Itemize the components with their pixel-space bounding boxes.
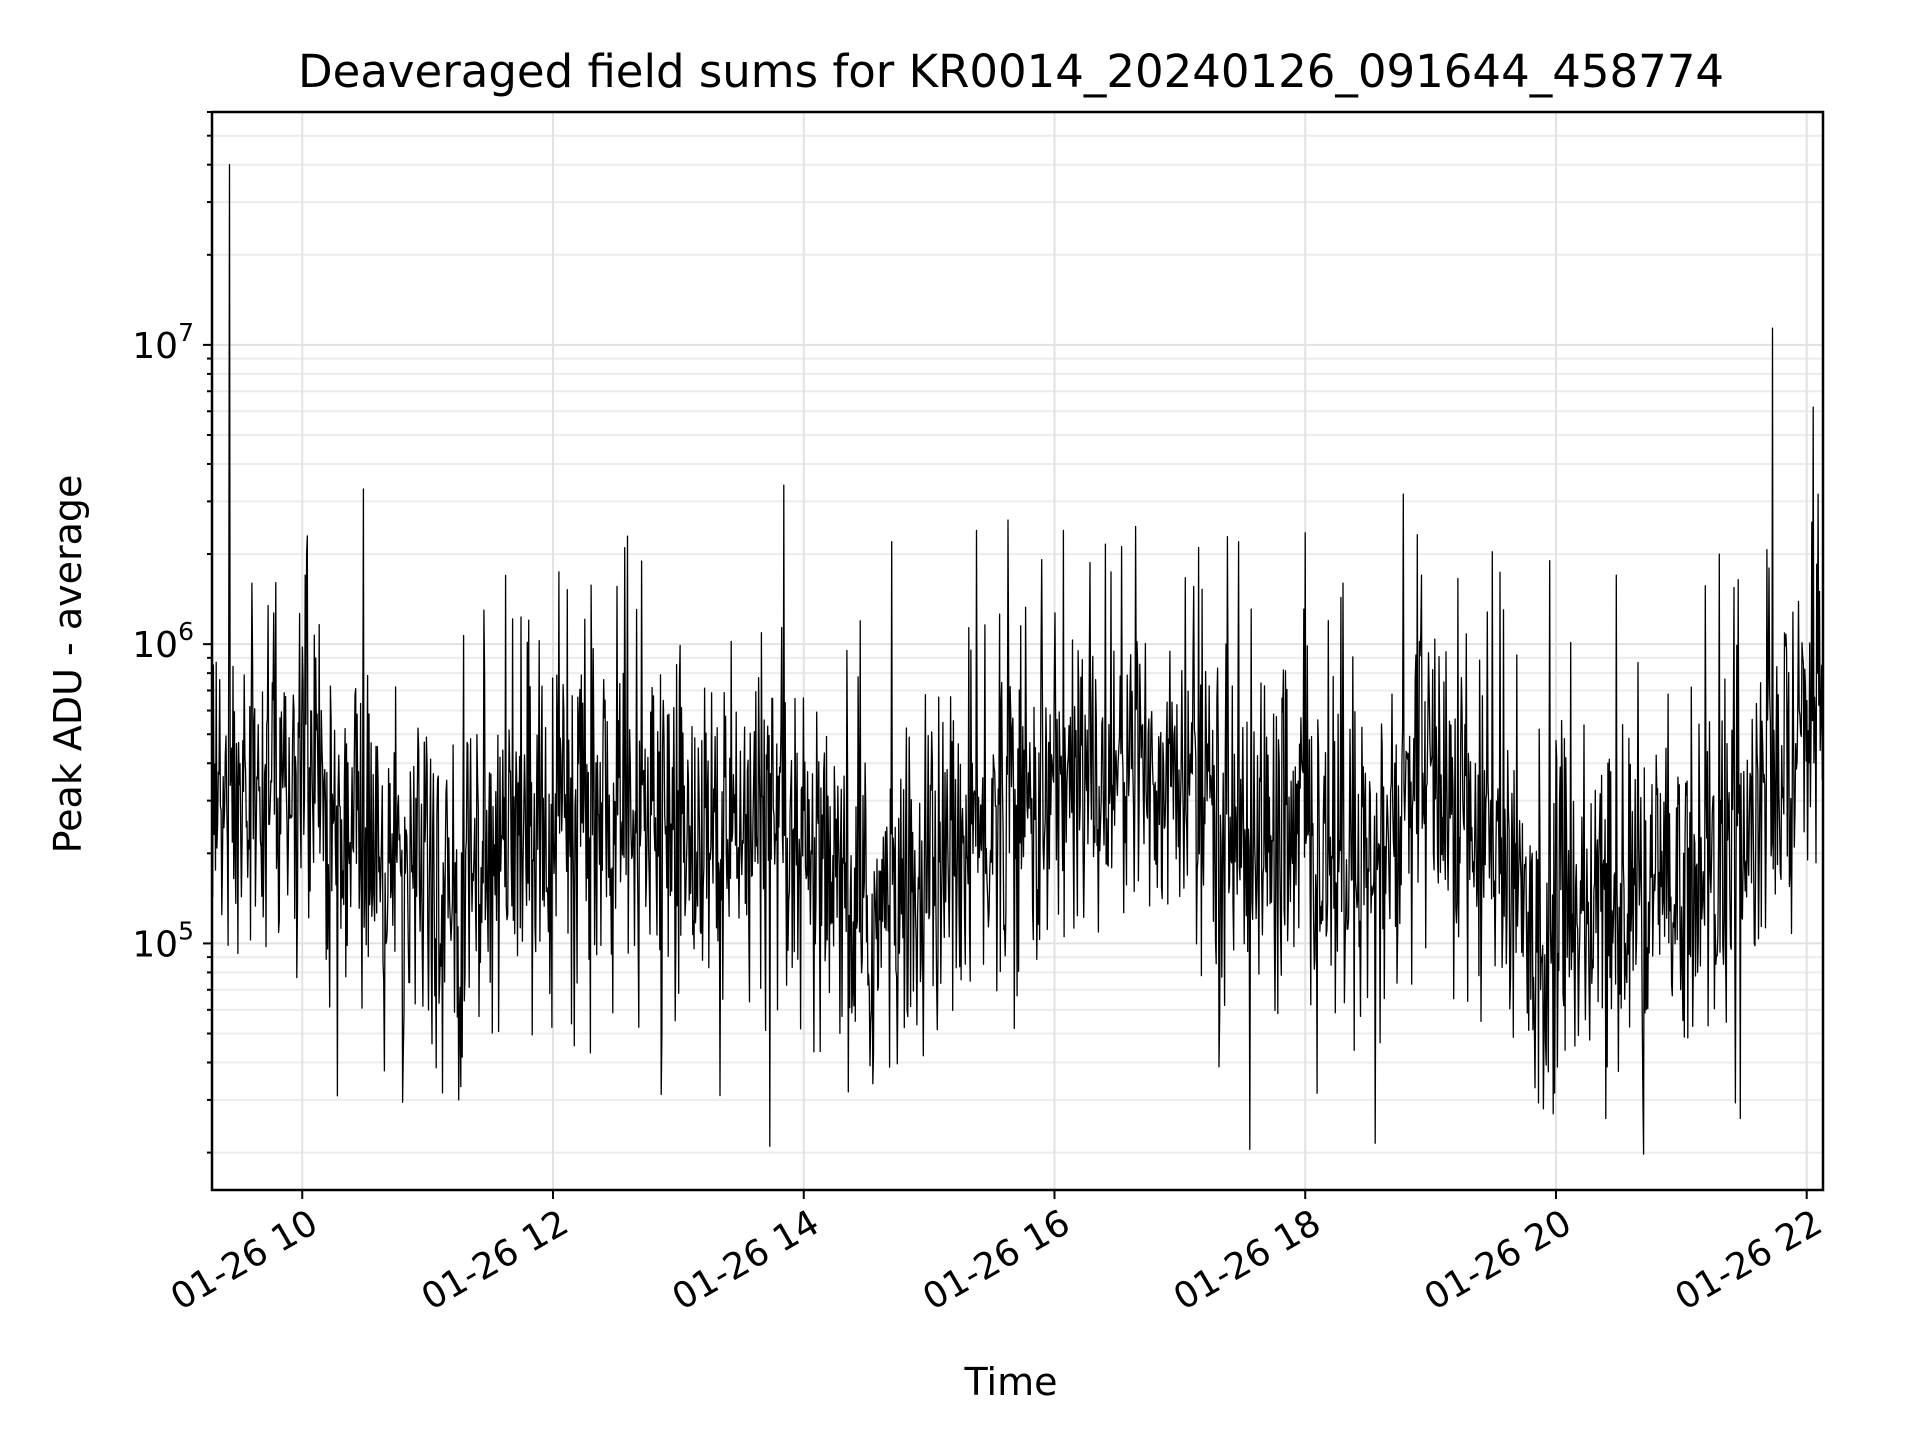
grid-lines — [212, 111, 1823, 1190]
series-line — [211, 164, 1824, 1155]
y-tick-label: 105 — [132, 916, 194, 965]
chart-title: Deaveraged field sums for KR0014_2024012… — [298, 45, 1724, 98]
plot-frame — [210, 110, 1825, 1192]
x-tick-label: 01-26 20 — [1418, 1202, 1579, 1318]
x-tick-label: 01-26 14 — [666, 1202, 827, 1318]
x-axis-label: Time — [964, 1360, 1058, 1404]
x-tick-label: 01-26 10 — [164, 1202, 325, 1318]
y-axis-label: Peak ADU - average — [46, 475, 90, 854]
axis-ticks: 105 106 107 01-26 10 01-26 12 01-26 14 01-26 1… — [132, 111, 1830, 1319]
x-tick-label: 01-26 18 — [1167, 1202, 1328, 1318]
y-tick-label: 107 — [132, 318, 194, 367]
y-tick-label: 106 — [132, 617, 194, 666]
x-tick-label: 01-26 12 — [415, 1202, 576, 1318]
data-series — [211, 164, 1824, 1155]
x-tick-label: 01-26 16 — [916, 1202, 1077, 1318]
x-tick-label: 01-26 22 — [1669, 1202, 1830, 1318]
